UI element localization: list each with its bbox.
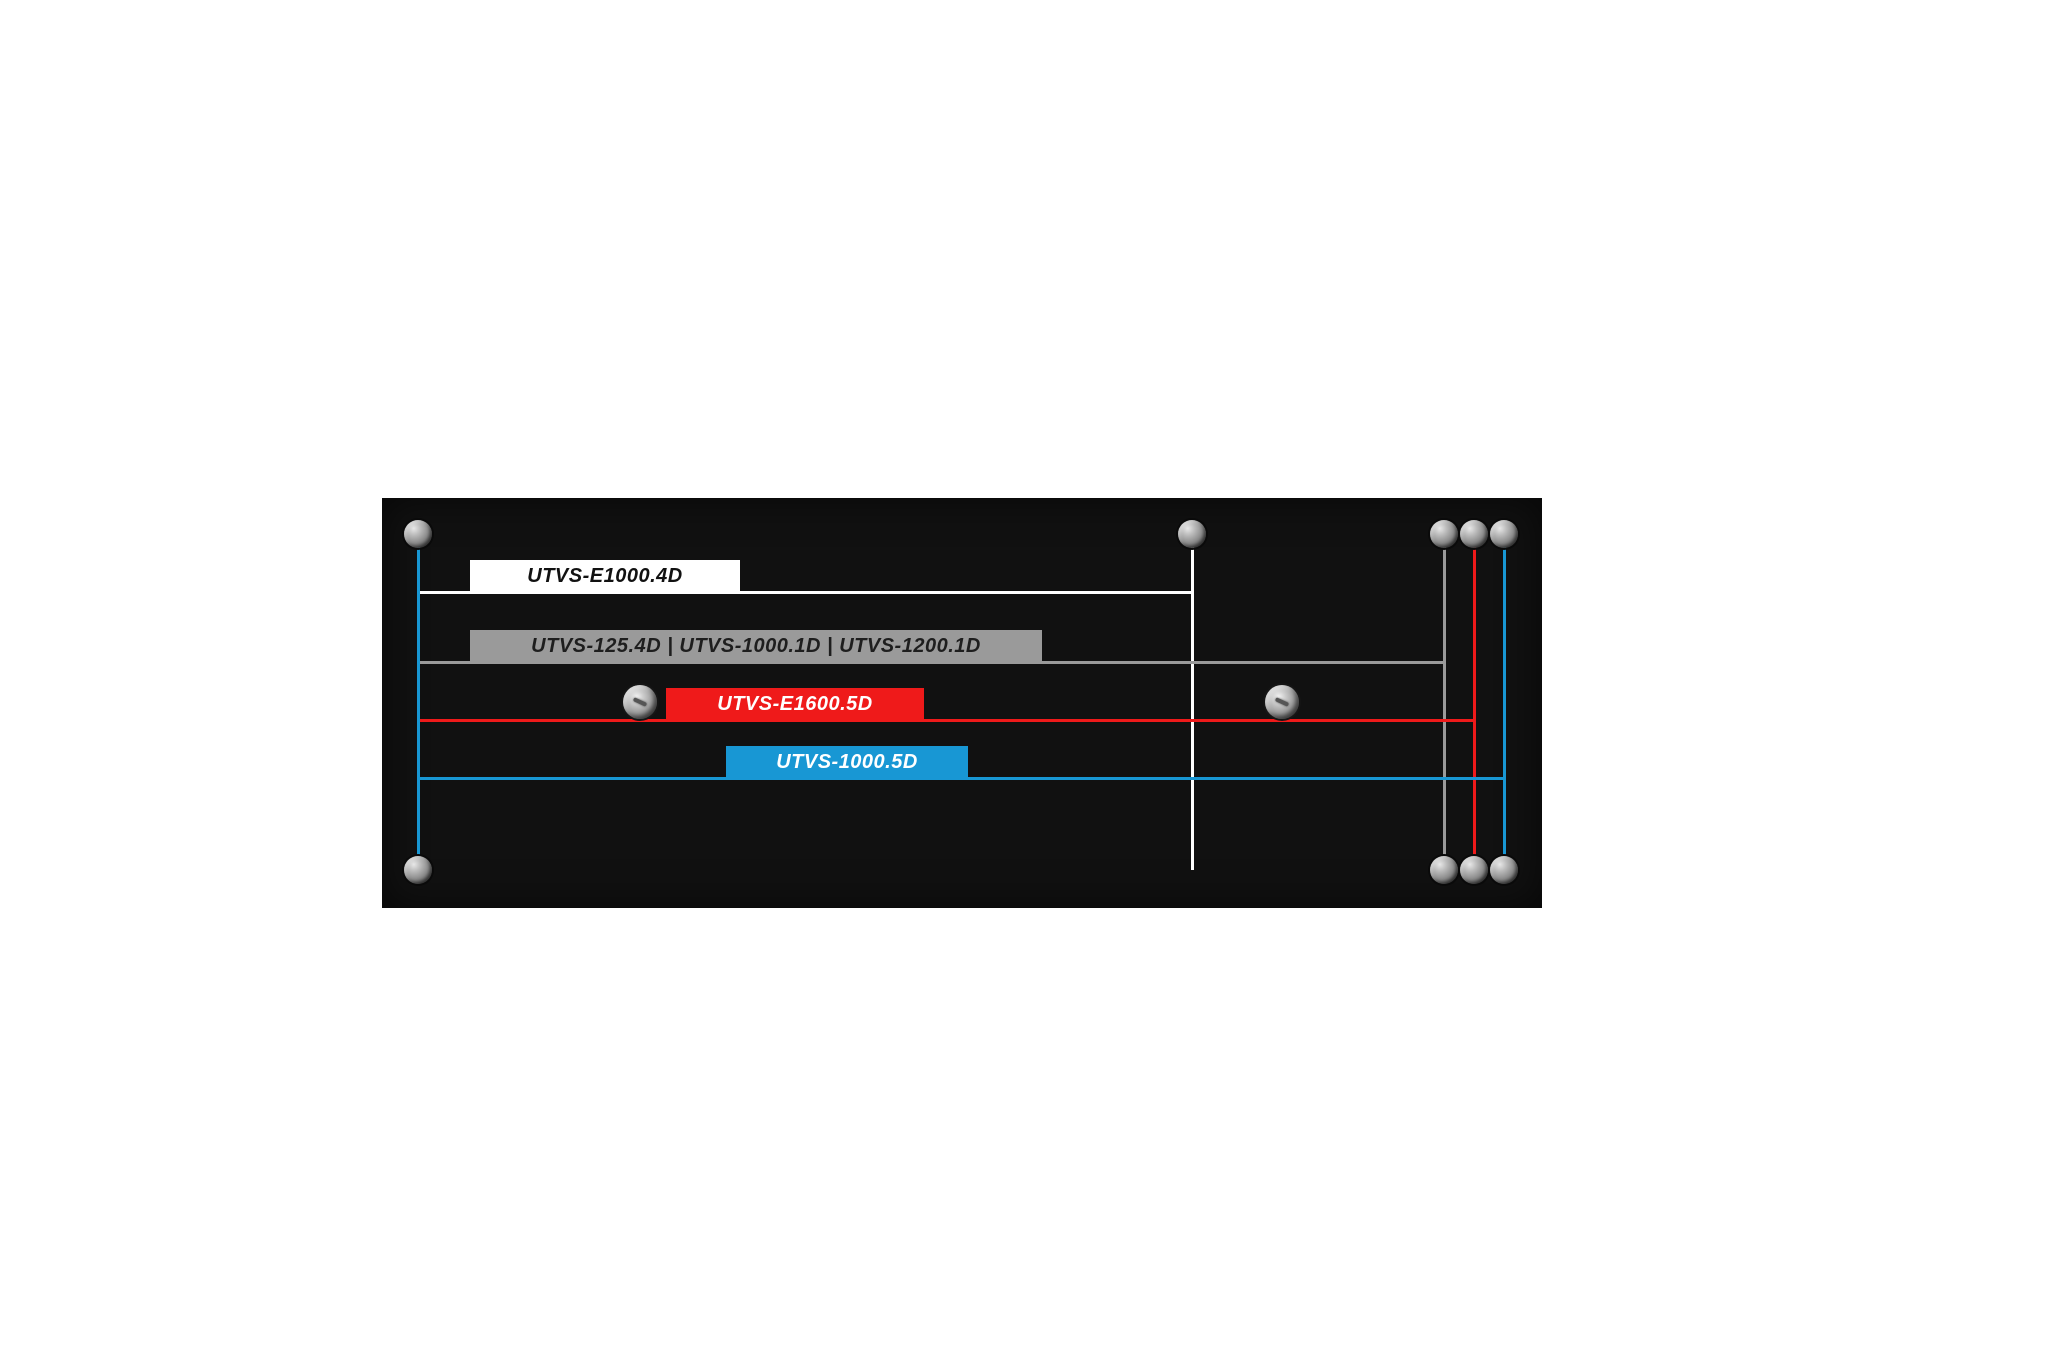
model-label-red: UTVS-E1600.5D — [666, 688, 924, 720]
corner-screw-3 — [1490, 856, 1518, 884]
vline-right-white — [1191, 534, 1194, 870]
center-rivet-1 — [1265, 685, 1299, 719]
model-label-blue: UTVS-1000.5D — [726, 746, 968, 778]
corner-screw-0 — [404, 520, 432, 548]
vline-right-red — [1473, 534, 1476, 870]
corner-screw-2 — [404, 856, 432, 884]
vline-right-blue — [1503, 534, 1506, 870]
diagram-stage: UTVS-E1000.4D UTVS-125.4D | UTVS-1000.1D… — [0, 0, 2048, 1365]
top-cluster-screw-1 — [1460, 520, 1488, 548]
model-label-gray: UTVS-125.4D | UTVS-1000.1D | UTVS-1200.1… — [470, 630, 1042, 662]
screw-top-white-right — [1178, 520, 1206, 548]
bottom-cluster-screw-0 — [1430, 856, 1458, 884]
hline-red — [418, 719, 1474, 722]
vline-left-blue — [417, 534, 420, 870]
bottom-cluster-screw-1 — [1460, 856, 1488, 884]
corner-screw-1 — [1490, 520, 1518, 548]
model-label-white: UTVS-E1000.4D — [470, 560, 740, 592]
vline-right-gray — [1443, 534, 1446, 870]
center-rivet-0 — [623, 685, 657, 719]
top-cluster-screw-0 — [1430, 520, 1458, 548]
